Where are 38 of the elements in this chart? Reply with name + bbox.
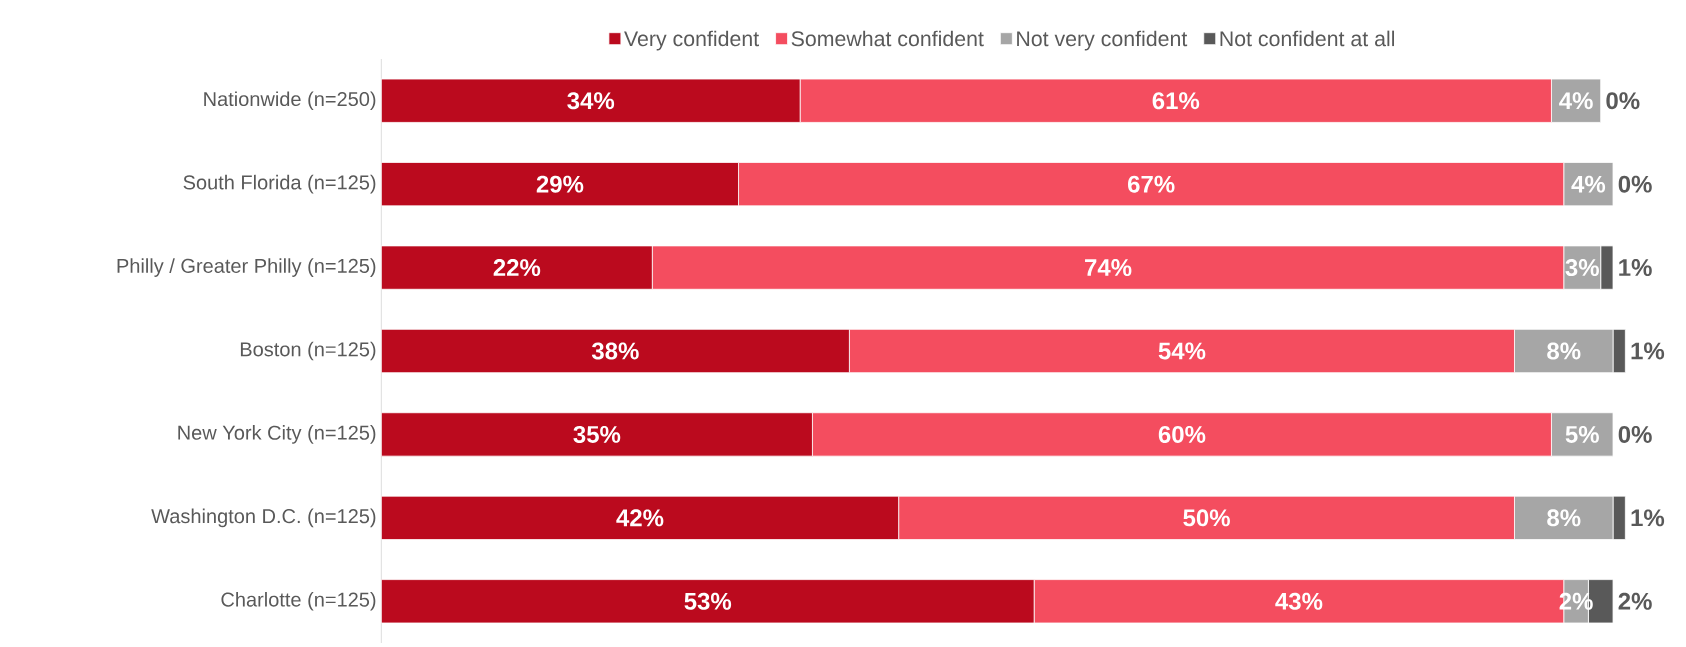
y-tick-label: Philly / Greater Philly (n=125) [117,258,376,277]
data-label: 4% [1559,92,1593,110]
y-tick-label: South Florida (n=125) [183,174,376,194]
data-label: 0% [1606,92,1640,110]
data-label: 0% [1618,425,1652,443]
data-label: 67% [1128,175,1175,193]
data-label: 35% [573,425,621,443]
y-tick-label: New York City (n=125) [178,425,376,444]
data-label: 8% [1547,342,1581,360]
data-label: 1% [1631,509,1665,527]
legend-label: Not confident at all [1220,30,1395,47]
data-label: 42% [616,509,664,527]
legend-label: Not very confident [1017,30,1188,51]
data-label: 54% [1158,342,1206,360]
y-tick-label: Charlotte (n=125) [221,591,376,611]
data-label: 4% [1571,175,1606,193]
data-label: 38% [591,342,639,360]
data-label: 74% [1085,259,1132,277]
legend-label: Somewhat confident [791,30,984,47]
data-label: 1% [1619,259,1652,277]
data-label: 61% [1152,92,1200,110]
data-label: 5% [1565,425,1599,443]
data-label: 0% [1618,175,1652,193]
y-tick-label: Nationwide (n=250) [204,91,376,111]
data-label: 50% [1183,509,1230,527]
data-label: 53% [684,592,732,610]
data-label: 3% [1565,259,1599,277]
legend-label: Very confident [624,30,759,51]
data-label: 1% [1631,342,1665,360]
data-label: 8% [1547,509,1581,527]
data-label: 43% [1275,592,1323,610]
data-label: 60% [1158,425,1206,443]
y-tick-label: Boston (n=125) [240,341,376,361]
data-label: 22% [493,259,541,277]
data-label: 2% [1618,592,1652,610]
data-label: 34% [567,92,615,110]
y-tick-label: Washington D.C. (n=125) [151,508,376,528]
data-label: 29% [536,175,584,193]
